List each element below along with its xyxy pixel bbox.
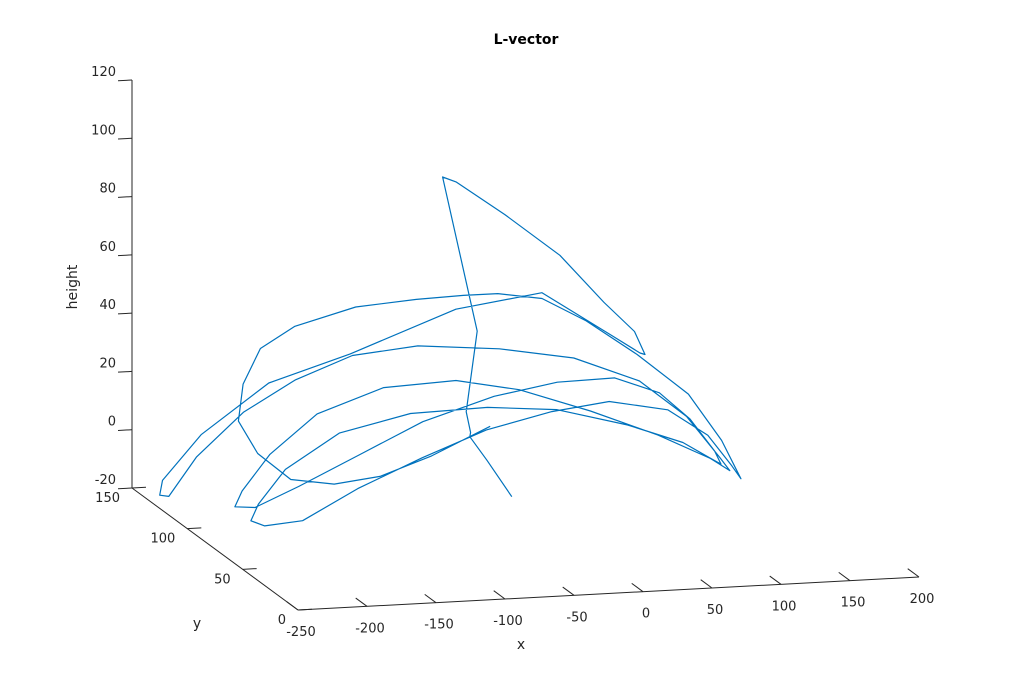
x-tick-label: -150 xyxy=(424,618,454,633)
z-tick-mark xyxy=(117,370,133,373)
z-axis-label: height xyxy=(65,264,81,309)
y-tick-mark xyxy=(297,608,313,611)
x-tick-label: -250 xyxy=(286,625,316,640)
y-tick-label: 50 xyxy=(214,572,231,587)
y-axis-label: y xyxy=(193,616,201,632)
x-tick-mark xyxy=(700,579,713,589)
y-tick-mark xyxy=(242,568,257,570)
z-tick-label: 60 xyxy=(99,240,116,255)
z-tick-label: 100 xyxy=(91,123,116,138)
z-tick-mark xyxy=(117,254,133,257)
y-tick-label: 100 xyxy=(151,532,176,547)
z-tick-mark xyxy=(117,79,133,82)
z-tick-mark xyxy=(117,312,133,315)
z-tick-label: 40 xyxy=(99,298,116,313)
x-tick-label: 150 xyxy=(841,596,866,611)
series-line-0 xyxy=(159,176,742,527)
z-tick-mark xyxy=(117,429,133,431)
z-tick-mark xyxy=(117,196,133,198)
x-tick-label: -50 xyxy=(566,610,587,625)
chart-title: L-vector xyxy=(494,32,559,48)
axes: -250 -200 -150 -100 -50 0 50 100 150 200050100150… xyxy=(65,65,934,653)
x-tick-label: -200 xyxy=(355,621,385,636)
z-tick-label: 0 xyxy=(108,415,116,430)
x-tick-mark xyxy=(769,575,782,585)
x-tick-mark xyxy=(562,586,575,596)
x-tick-label: 200 xyxy=(910,592,935,607)
x-tick-label: 0 xyxy=(642,607,650,622)
x-axis-label: x xyxy=(517,637,525,653)
y-axis-line xyxy=(131,487,299,611)
x-tick-mark xyxy=(907,568,920,578)
y-tick-mark xyxy=(187,527,202,530)
x-tick-mark xyxy=(424,593,437,604)
z-tick-mark xyxy=(117,137,133,140)
x-tick-mark xyxy=(286,601,299,611)
x-tick-mark xyxy=(355,597,368,607)
z-tick-label: 20 xyxy=(99,356,116,371)
z-tick-label: 80 xyxy=(99,182,116,197)
x-tick-label: 100 xyxy=(772,599,797,614)
x-tick-label: 50 xyxy=(707,603,724,618)
x-tick-mark xyxy=(838,571,851,582)
z-tick-label: 120 xyxy=(91,65,116,80)
y-tick-label: 150 xyxy=(95,491,120,506)
x-axis-line xyxy=(297,576,920,611)
x-tick-mark xyxy=(631,582,644,593)
y-tick-label: 0 xyxy=(278,613,286,628)
traces xyxy=(159,176,742,527)
z-tick-label: -20 xyxy=(95,473,116,488)
y-tick-mark xyxy=(131,486,147,489)
x-tick-label: -100 xyxy=(493,614,523,629)
z-tick-mark xyxy=(117,487,133,490)
x-tick-mark xyxy=(493,590,506,600)
